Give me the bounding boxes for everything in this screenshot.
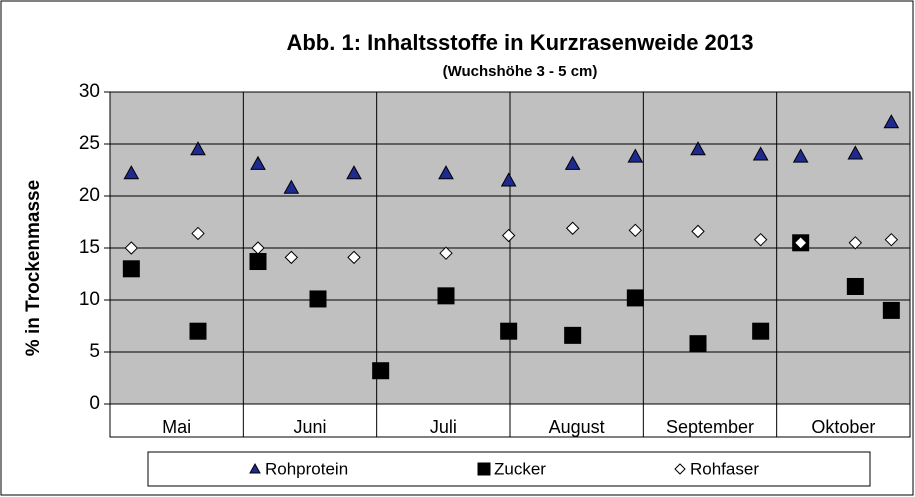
chart-subtitle: (Wuchshöhe 3 - 5 cm) [443,63,598,80]
data-point [500,322,518,340]
legend-marker [674,463,686,475]
y-tick-label: 10 [79,289,100,310]
data-point [847,145,864,160]
data-point [124,241,139,255]
legend-marker [249,462,261,474]
data-point [689,335,707,353]
y-axis-label: % in Trockenmasse [23,180,44,356]
data-point [437,287,455,305]
data-point [883,114,900,129]
data-point [347,250,361,265]
data-point [690,141,706,156]
data-point [793,236,808,250]
data-point [752,146,769,161]
y-tick-label: 0 [89,393,100,414]
data-point [249,253,267,271]
legend-label: Rohfaser [690,459,759,478]
data-point [346,165,362,180]
x-tick-label: August [549,417,605,437]
x-tick-label: Mai [162,417,191,437]
x-tick-label: Juli [430,417,457,437]
data-point [500,172,517,187]
data-point [189,322,207,340]
data-point [439,246,453,260]
data-point [251,241,265,255]
y-tick-label: 5 [89,341,100,362]
data-point [283,179,300,194]
data-point [123,165,140,180]
data-point [627,148,644,163]
legend-label: Zucker [494,459,546,478]
x-tick-label: Juni [293,417,326,437]
data-point [691,224,705,239]
data-point [372,362,390,380]
data-point [792,148,809,163]
y-tick-label: 25 [79,133,100,154]
data-point [190,141,206,156]
legend-marker [477,462,491,476]
data-point [848,236,863,250]
data-point [884,232,899,247]
chart-title: Abb. 1: Inhaltsstoffe in Kurzrasenweide … [286,30,753,55]
y-tick-label: 30 [79,81,100,102]
data-point [564,326,582,344]
data-point [309,290,327,308]
y-tick-label: 15 [79,237,100,258]
data-point [438,165,454,180]
data-point [564,155,581,170]
data-point [882,301,900,319]
legend [147,451,871,487]
data-point [191,226,205,241]
data-point [628,223,643,238]
data-point [501,228,516,243]
data-point [565,221,580,235]
x-tick-label: Oktober [811,417,875,437]
x-tick-label: September [666,417,754,437]
data-point [626,289,644,307]
legend-label: Rohprotein [265,459,348,478]
data-point [284,250,299,265]
data-point [846,277,864,295]
data-point [122,260,140,278]
data-point [752,322,770,340]
y-tick-label: 20 [79,185,100,206]
data-point [250,155,266,170]
data-point [753,232,768,247]
